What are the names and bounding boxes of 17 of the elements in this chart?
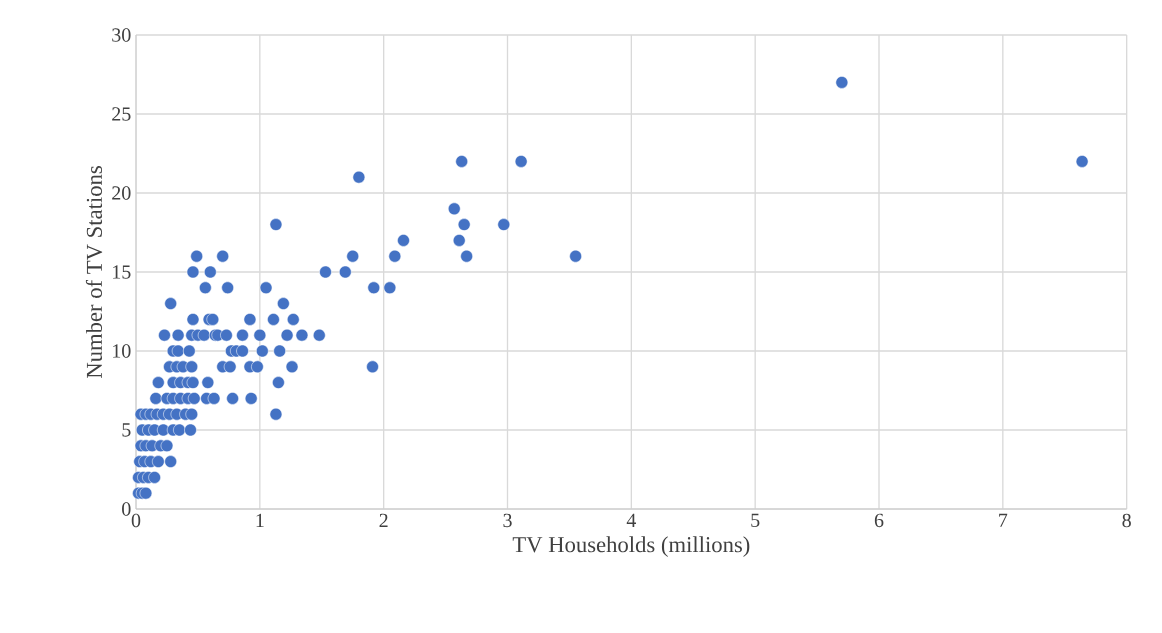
x-tick-label: 5	[751, 513, 760, 527]
y-tick-label: 25	[112, 107, 131, 121]
x-tick-label: 7	[999, 513, 1008, 527]
x-tick-label: 6	[874, 513, 884, 528]
y-tick-label: 20	[112, 186, 131, 200]
x-tick-label: 1	[256, 513, 264, 527]
y-tick-label: 10	[113, 344, 131, 358]
y-axis-title: Number of TV Stations	[85, 166, 103, 379]
x-tick-label: 4	[626, 513, 637, 527]
y-tick-label: 30	[112, 28, 131, 42]
x-tick-label: 8	[1122, 513, 1131, 528]
x-tick-label: 2	[379, 513, 388, 527]
x-tick-label: 3	[503, 513, 512, 528]
y-tick-label: 15	[113, 265, 131, 279]
x-axis-title: TV Households (millions)	[512, 536, 750, 557]
y-tick-label: 5	[122, 423, 131, 437]
y-tick-label: 0	[122, 502, 131, 516]
